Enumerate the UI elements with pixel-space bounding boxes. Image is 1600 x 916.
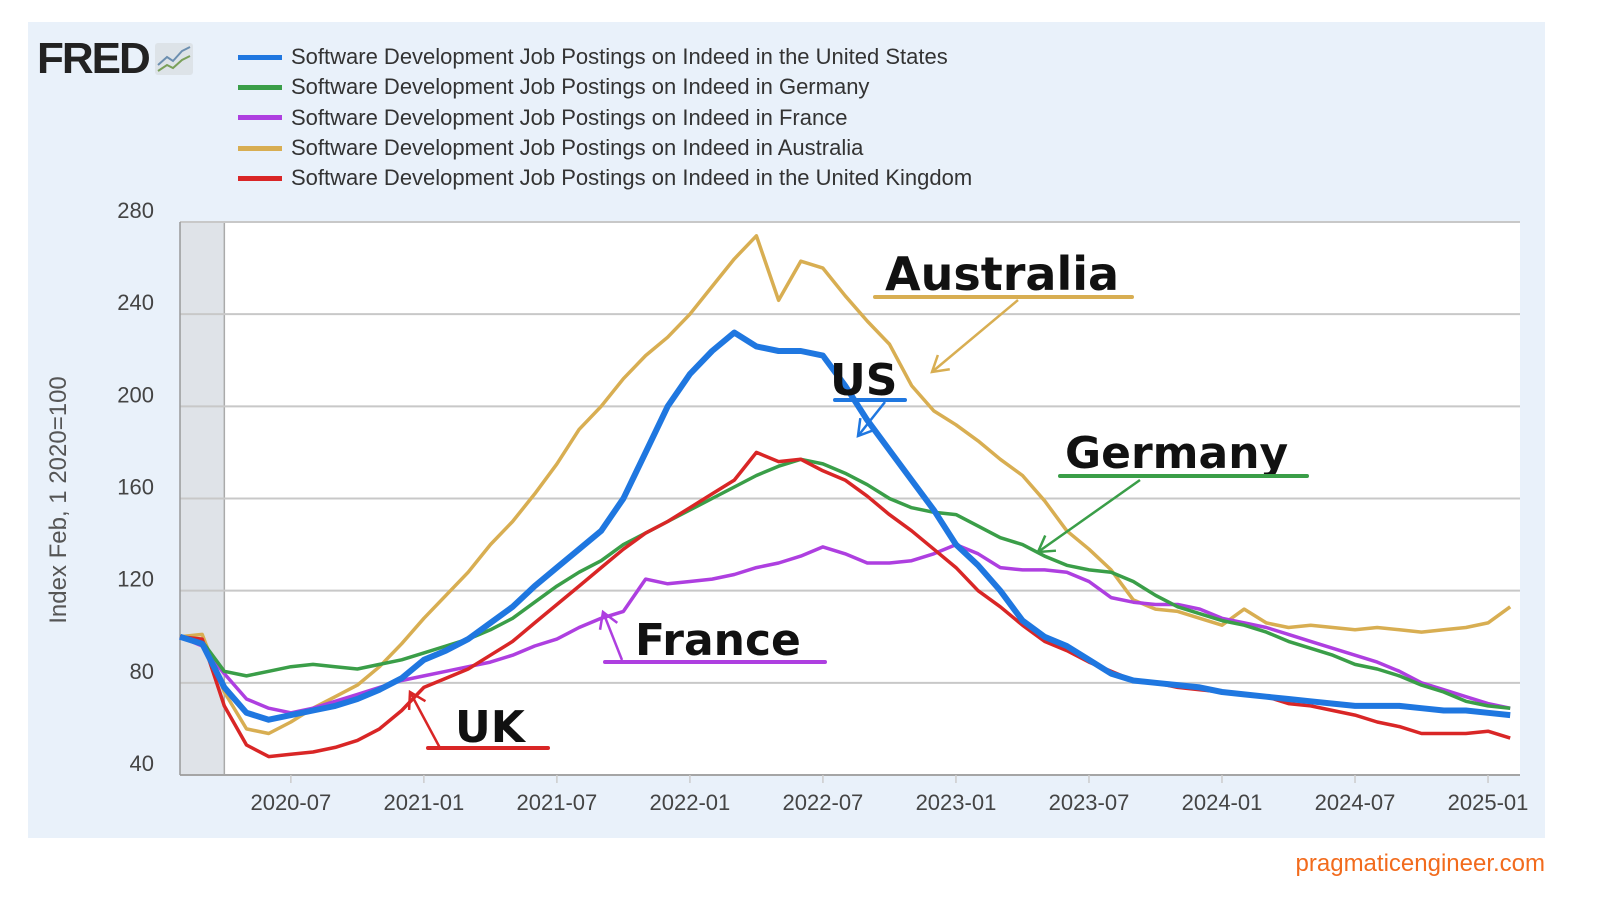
- legend-swatch: [238, 115, 282, 121]
- y-tick-label: 120: [117, 567, 154, 592]
- legend-swatch: [238, 175, 282, 181]
- annotation-label: Australia: [885, 247, 1119, 301]
- arrowhead-icon: [930, 354, 950, 374]
- x-tick-label: 2023-01: [916, 790, 997, 815]
- x-tick-label: 2022-01: [650, 790, 731, 815]
- annotation-germany: Germany: [1036, 428, 1309, 554]
- series-line-germany: [179, 457, 1511, 710]
- x-tick-label: 2025-01: [1448, 790, 1529, 815]
- y-tick-label: 240: [117, 290, 154, 315]
- y-tick-label: 160: [117, 475, 154, 500]
- line-chart: 40 80 120 160 200 240 280 2020-07 2021-01 2021-07…: [45, 198, 1529, 815]
- arrowhead-icon: [856, 417, 876, 438]
- x-tick-label: 2021-01: [383, 790, 464, 815]
- annotation-label: Germany: [1065, 428, 1288, 479]
- chart-panel: 40 80 120 160 200 240 280 2020-07 2021-01 2021-07…: [28, 22, 1545, 838]
- x-tick-label: 2023-07: [1049, 790, 1130, 815]
- annotation-arrow: [601, 611, 624, 661]
- fred-logo: FRED: [37, 34, 193, 84]
- y-tick-label: 200: [117, 382, 154, 407]
- legend-item[interactable]: Software Development Job Postings on Ind…: [238, 42, 972, 72]
- x-tick-label: 2024-01: [1182, 790, 1263, 815]
- arrowhead-icon: [598, 609, 619, 630]
- series-line-us: [179, 329, 1511, 723]
- annotation-arrow: [1037, 478, 1141, 554]
- legend-item[interactable]: Software Development Job Postings on Ind…: [238, 72, 972, 102]
- legend: Software Development Job Postings on Ind…: [238, 42, 972, 193]
- legend-swatch: [238, 54, 282, 60]
- watermark: pragmaticengineer.com: [1295, 850, 1545, 877]
- y-tick-label: 80: [130, 659, 154, 684]
- legend-label: Software Development Job Postings on Ind…: [291, 104, 848, 130]
- arrowhead-icon: [407, 689, 427, 711]
- annotation-arrow: [408, 691, 442, 749]
- annotation-us: US: [830, 355, 907, 438]
- legend-label: Software Development Job Postings on Ind…: [291, 74, 870, 100]
- annotation-label: US: [830, 355, 897, 406]
- legend-label: Software Development Job Postings on Ind…: [291, 135, 864, 161]
- x-tick-label: 2022-07: [783, 790, 864, 815]
- y-tick-label: 40: [130, 751, 154, 776]
- series-line-uk: [179, 450, 1511, 759]
- legend-label: Software Development Job Postings on Ind…: [291, 44, 948, 70]
- series-line-australia: [179, 234, 1512, 736]
- legend-label: Software Development Job Postings on Ind…: [291, 165, 973, 191]
- annotation-australia: Australia: [873, 247, 1134, 374]
- annotation-label: UK: [455, 702, 527, 753]
- x-tick-label: 2020-07: [250, 790, 331, 815]
- annotation-arrow: [931, 299, 1019, 373]
- legend-swatch: [238, 145, 282, 151]
- x-tick-label: 2021-07: [517, 790, 598, 815]
- annotation-arrow: [857, 401, 886, 437]
- fred-logo-text: FRED: [37, 34, 151, 83]
- legend-item[interactable]: Software Development Job Postings on Ind…: [238, 133, 972, 163]
- chart-trend-icon: [154, 43, 193, 75]
- legend-item[interactable]: Software Development Job Postings on Ind…: [238, 103, 972, 133]
- y-axis-title: Index Feb, 1 2020=100: [45, 376, 72, 624]
- y-tick-label: 280: [117, 198, 154, 223]
- legend-item[interactable]: Software Development Job Postings on Ind…: [238, 163, 972, 193]
- annotation-label: France: [635, 615, 801, 666]
- arrowhead-icon: [1036, 535, 1057, 554]
- x-tick-label: 2024-07: [1315, 790, 1396, 815]
- legend-swatch: [238, 84, 282, 90]
- annotation-uk: UK: [407, 689, 550, 753]
- annotation-france: France: [598, 609, 827, 666]
